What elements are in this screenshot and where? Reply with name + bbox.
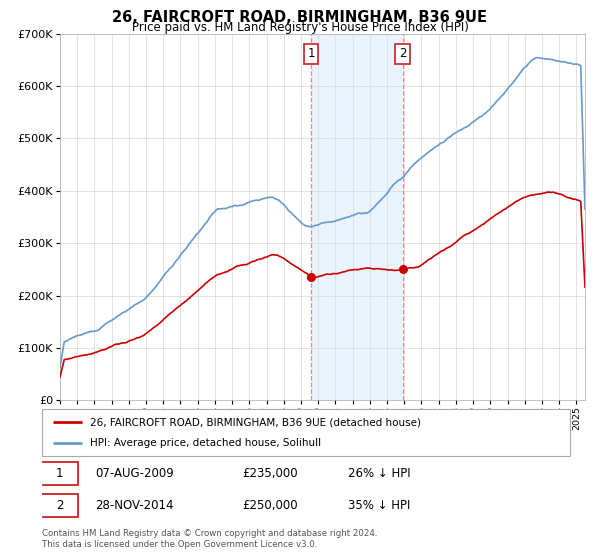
- Text: 26% ↓ HPI: 26% ↓ HPI: [348, 467, 411, 480]
- Text: 28-NOV-2014: 28-NOV-2014: [95, 499, 173, 512]
- Text: Contains HM Land Registry data © Crown copyright and database right 2024.
This d: Contains HM Land Registry data © Crown c…: [42, 529, 377, 549]
- Text: 1: 1: [56, 467, 63, 480]
- Text: £250,000: £250,000: [242, 499, 298, 512]
- Text: 1: 1: [308, 47, 315, 60]
- Text: 2: 2: [399, 47, 406, 60]
- FancyBboxPatch shape: [41, 462, 78, 484]
- Text: 2: 2: [56, 499, 63, 512]
- Text: £235,000: £235,000: [242, 467, 298, 480]
- Text: 26, FAIRCROFT ROAD, BIRMINGHAM, B36 9UE (detached house): 26, FAIRCROFT ROAD, BIRMINGHAM, B36 9UE …: [89, 417, 421, 427]
- Text: 35% ↓ HPI: 35% ↓ HPI: [348, 499, 410, 512]
- Text: 07-AUG-2009: 07-AUG-2009: [95, 467, 173, 480]
- Text: Price paid vs. HM Land Registry's House Price Index (HPI): Price paid vs. HM Land Registry's House …: [131, 21, 469, 34]
- FancyBboxPatch shape: [42, 409, 570, 456]
- Text: HPI: Average price, detached house, Solihull: HPI: Average price, detached house, Soli…: [89, 438, 320, 448]
- Text: 26, FAIRCROFT ROAD, BIRMINGHAM, B36 9UE: 26, FAIRCROFT ROAD, BIRMINGHAM, B36 9UE: [113, 10, 487, 25]
- FancyBboxPatch shape: [41, 494, 78, 517]
